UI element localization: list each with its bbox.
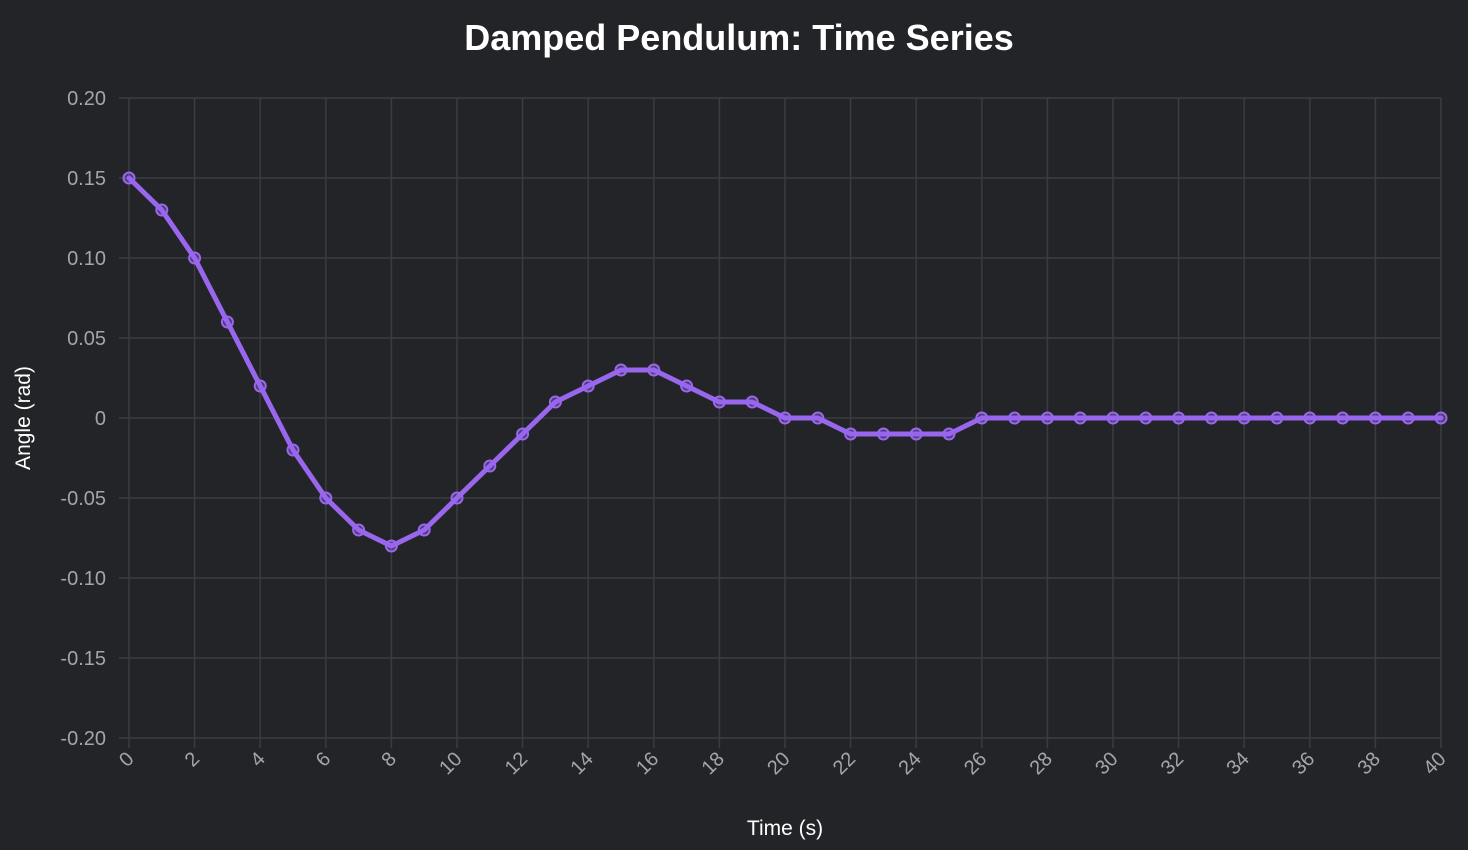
data-point bbox=[581, 379, 595, 393]
data-point bbox=[1237, 411, 1251, 425]
y-tick-label: 0.10 bbox=[67, 248, 106, 270]
data-point bbox=[1401, 411, 1415, 425]
x-axis-label: Time (s) bbox=[747, 817, 823, 840]
data-point bbox=[614, 363, 628, 377]
y-tick-label: -0.20 bbox=[60, 728, 106, 750]
series-line bbox=[126, 175, 1444, 549]
data-point bbox=[1368, 411, 1382, 425]
data-point bbox=[548, 395, 562, 409]
data-point bbox=[876, 427, 890, 441]
data-point bbox=[1139, 411, 1153, 425]
data-point bbox=[712, 395, 726, 409]
data-point bbox=[516, 427, 530, 441]
chart-title: Damped Pendulum: Time Series bbox=[464, 17, 1014, 58]
y-axis-ticks: 0.20 0.15 0.10 0.05 0 -0.05 -0.10 -0.15 -0.20 bbox=[60, 88, 106, 750]
y-axis-label: Angle (rad) bbox=[12, 366, 35, 470]
data-point bbox=[253, 379, 267, 393]
data-point bbox=[1434, 411, 1448, 425]
data-point bbox=[1172, 411, 1186, 425]
data-point bbox=[286, 443, 300, 457]
data-point bbox=[122, 171, 136, 185]
data-point bbox=[1106, 411, 1120, 425]
data-point bbox=[352, 523, 366, 537]
data-point bbox=[483, 459, 497, 473]
data-point bbox=[811, 411, 825, 425]
data-point bbox=[1204, 411, 1218, 425]
data-point bbox=[909, 427, 923, 441]
data-point bbox=[417, 523, 431, 537]
data-point bbox=[384, 539, 398, 553]
data-point bbox=[778, 411, 792, 425]
y-tick-label: -0.15 bbox=[60, 648, 106, 670]
y-tick-label: -0.05 bbox=[60, 488, 106, 510]
data-point bbox=[647, 363, 661, 377]
data-point bbox=[1008, 411, 1022, 425]
y-tick-label: 0.20 bbox=[67, 88, 106, 110]
data-point bbox=[188, 251, 202, 265]
y-tick-label: 0.05 bbox=[67, 328, 106, 350]
data-point bbox=[1270, 411, 1284, 425]
data-point bbox=[942, 427, 956, 441]
series-layer bbox=[122, 171, 1448, 553]
data-point bbox=[680, 379, 694, 393]
data-point bbox=[319, 491, 333, 505]
data-point bbox=[1073, 411, 1087, 425]
data-point bbox=[450, 491, 464, 505]
y-tick-label: 0 bbox=[95, 408, 106, 430]
data-point bbox=[745, 395, 759, 409]
data-point bbox=[1336, 411, 1350, 425]
data-point bbox=[975, 411, 989, 425]
data-point bbox=[844, 427, 858, 441]
data-point bbox=[1303, 411, 1317, 425]
data-point bbox=[220, 315, 234, 329]
y-tick-label: 0.15 bbox=[67, 168, 106, 190]
data-point bbox=[1040, 411, 1054, 425]
y-tick-label: -0.10 bbox=[60, 568, 106, 590]
data-point bbox=[155, 203, 169, 217]
